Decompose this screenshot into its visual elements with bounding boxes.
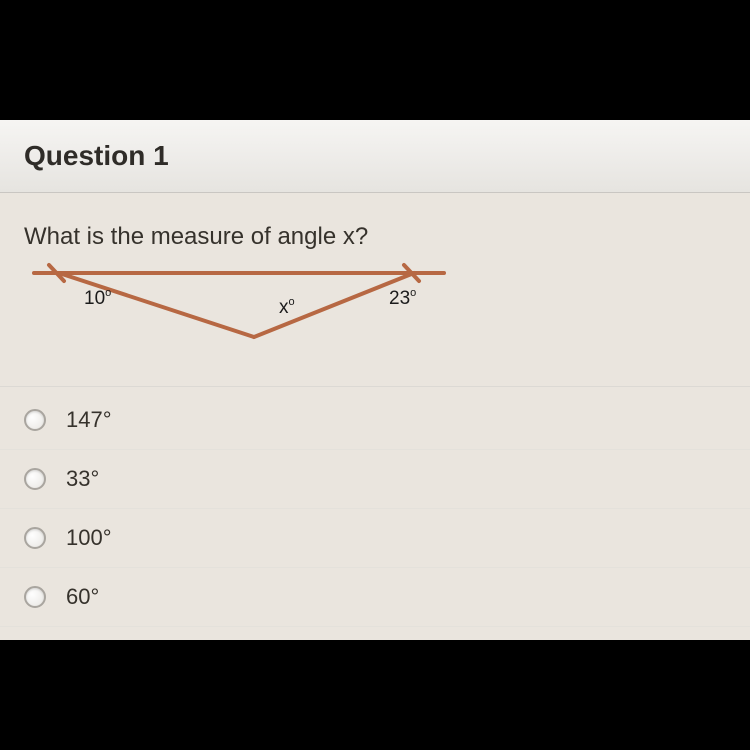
answer-list: 147° 33° 100° 60° [0, 386, 750, 627]
answer-text: 60° [66, 584, 99, 610]
answer-option[interactable]: 33° [0, 450, 750, 509]
diagram-svg: 10o xo 23o [24, 261, 454, 347]
answer-text: 33° [66, 466, 99, 492]
triangle-diagram: 10o xo 23o [24, 261, 726, 352]
question-header: Question 1 [0, 120, 750, 193]
prompt-text: What is the measure of angle x? [24, 223, 726, 251]
radio-icon [24, 527, 46, 549]
radio-icon [24, 468, 46, 490]
answer-option[interactable]: 147° [0, 391, 750, 450]
answer-text: 147° [66, 407, 112, 433]
radio-icon [24, 586, 46, 608]
svg-text:10o: 10o [84, 287, 111, 309]
answer-option[interactable]: 60° [0, 568, 750, 627]
quiz-card: Question 1 What is the measure of angle … [0, 120, 750, 640]
answer-text: 100° [66, 525, 112, 551]
answer-option[interactable]: 100° [0, 509, 750, 568]
question-body: What is the measure of angle x? 10o xo 23o [0, 193, 750, 386]
question-title: Question 1 [24, 140, 169, 172]
svg-text:23o: 23o [389, 287, 416, 309]
radio-icon [24, 409, 46, 431]
svg-text:xo: xo [279, 296, 295, 318]
